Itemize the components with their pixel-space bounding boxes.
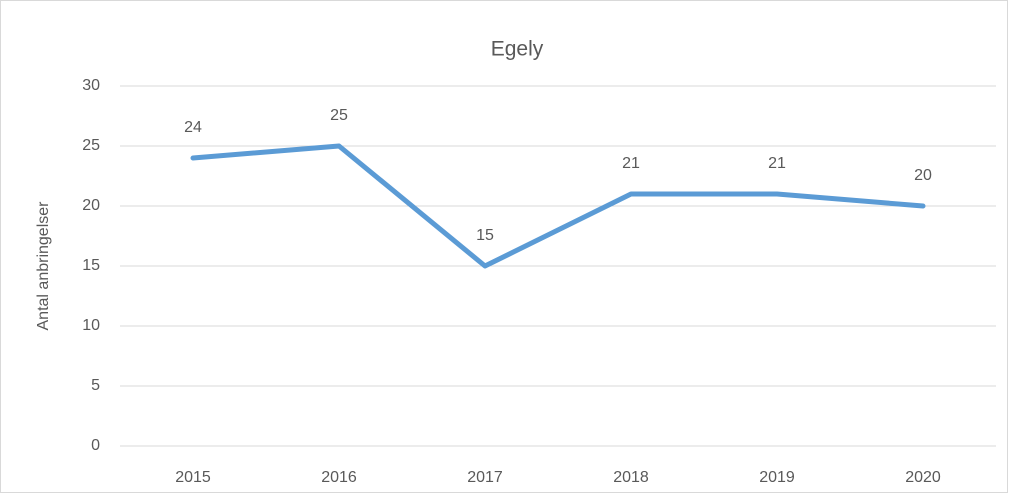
data-label: 21 <box>622 155 640 172</box>
x-tick-label: 2018 <box>613 469 649 486</box>
y-tick-label: 30 <box>82 77 100 94</box>
y-tick-label: 10 <box>82 317 100 334</box>
data-label: 20 <box>914 167 932 184</box>
data-label: 25 <box>330 107 348 124</box>
y-tick-label: 0 <box>91 437 100 454</box>
y-tick-label: 5 <box>91 377 100 394</box>
data-label: 24 <box>184 119 202 136</box>
y-tick-label: 15 <box>82 257 100 274</box>
y-tick-label: 25 <box>82 137 100 154</box>
y-axis-label: Antal anbringelser <box>35 201 52 331</box>
y-tick-label: 20 <box>82 197 100 214</box>
x-tick-label: 2016 <box>321 469 357 486</box>
data-line <box>190 143 926 269</box>
x-tick-label: 2020 <box>905 469 941 486</box>
data-label: 21 <box>768 155 786 172</box>
x-tick-label: 2015 <box>175 469 211 486</box>
x-tick-label: 2017 <box>467 469 503 486</box>
x-tick-label: 2019 <box>759 469 795 486</box>
chart-title: Egely <box>491 38 544 61</box>
data-label: 15 <box>476 227 494 244</box>
